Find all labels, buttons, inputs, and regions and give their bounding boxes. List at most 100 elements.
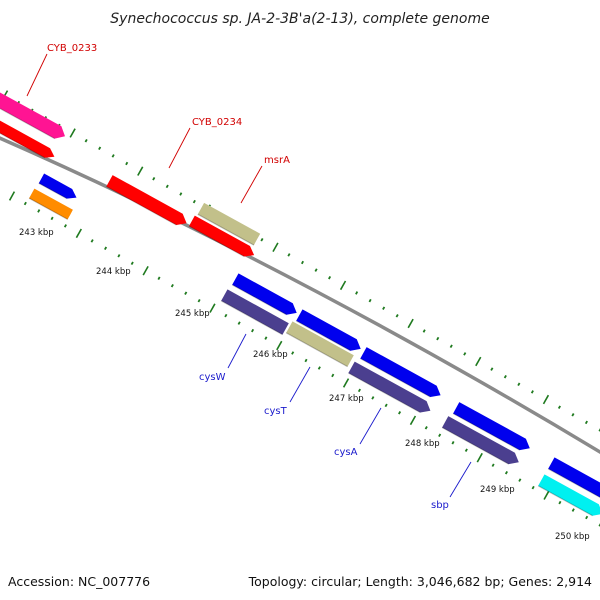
gene-cyst-body-body <box>286 321 354 367</box>
tick-marks <box>1 90 600 527</box>
outer-tick-minor <box>490 367 494 371</box>
gene-features <box>0 92 600 517</box>
outer-tick-minor <box>125 161 129 166</box>
outer-tick-minor <box>463 352 467 356</box>
inner-tick-minor <box>184 291 188 295</box>
gene-cyan-1[interactable] <box>537 474 600 517</box>
outer-tick-minor <box>422 329 426 333</box>
scale-label-243: 243 kbp <box>19 228 54 238</box>
scale-label-248: 248 kbp <box>405 439 440 449</box>
gene-cysa-body-shade <box>348 372 421 414</box>
inner-tick-major <box>142 266 149 276</box>
outer-tick-major <box>339 280 347 291</box>
scale-label-249: 249 kbp <box>480 485 515 495</box>
gene-cysw-body[interactable] <box>220 289 289 336</box>
gene-sbp-body-body <box>442 416 519 465</box>
inner-tick-minor <box>384 403 388 408</box>
inner-tick-minor <box>130 261 134 266</box>
inner-tick-major <box>342 378 350 388</box>
gene-sbp-body-shade <box>441 426 509 465</box>
gene-label-cyb-0234: CYB_0234 <box>192 117 242 128</box>
outer-tick-minor <box>314 268 318 272</box>
inner-tick-minor <box>491 463 495 467</box>
inner-tick-major <box>543 490 550 500</box>
gene-cyb-0234-shade <box>106 185 177 226</box>
gene-cyb-0234[interactable] <box>106 175 187 226</box>
gene-khaki-1-shade <box>197 213 255 246</box>
gene-cysa-body-body <box>348 361 431 413</box>
inner-tick-minor <box>504 470 508 475</box>
outer-tick-minor <box>84 138 88 143</box>
gene-label-cyb-0233: CYB_0233 <box>47 43 97 54</box>
gene-blue-4-body <box>360 347 441 397</box>
gene-label-cysa: cysA <box>334 447 358 458</box>
inner-tick-minor <box>317 366 321 370</box>
gene-sbp-body[interactable] <box>441 416 519 465</box>
outer-tick-minor <box>503 374 507 379</box>
gene-orange-1[interactable] <box>28 188 73 220</box>
inner-tick-major <box>476 452 483 463</box>
gene-red-1-shade <box>0 132 46 159</box>
outer-tick-major <box>272 242 279 252</box>
outer-tick-major <box>137 166 144 176</box>
inner-tick-minor <box>331 373 335 378</box>
inner-tick-minor <box>23 201 27 206</box>
gene-cyst-body[interactable] <box>285 321 354 368</box>
inner-tick-minor <box>170 283 174 288</box>
gene-cyb-0233[interactable] <box>0 92 65 140</box>
gene-msra-body <box>189 215 255 257</box>
gene-red-1[interactable] <box>0 116 55 159</box>
inner-tick-minor <box>531 485 535 490</box>
gene-cyb-0233-shade <box>0 107 55 140</box>
gene-label-cysw: cysW <box>199 372 226 383</box>
gene-blue-3-shade <box>295 320 351 352</box>
gene-cysw-body-shade <box>220 300 283 336</box>
outer-tick-minor <box>530 390 534 394</box>
gene-cyb-0234-body <box>106 175 187 225</box>
gene-cyb-0233-body <box>0 92 65 139</box>
inner-tick-major <box>209 303 216 313</box>
gene-blue-2[interactable] <box>231 273 297 316</box>
label-leaders <box>26 53 472 498</box>
inner-tick-minor <box>50 216 54 221</box>
outer-tick-minor <box>517 382 521 387</box>
gene-label-sbp: sbp <box>431 500 449 511</box>
gene-cysw-body-body <box>221 289 289 335</box>
inner-tick-major <box>75 228 82 239</box>
inner-tick-minor <box>571 508 575 512</box>
gene-blue-3-body <box>296 309 361 351</box>
genome-backbone <box>0 136 600 455</box>
outer-tick-major <box>542 394 550 405</box>
gene-blue-4-shade <box>360 357 431 398</box>
gene-blue-4[interactable] <box>360 347 441 398</box>
topology-text: Topology: circular; Length: 3,046,682 bp… <box>248 574 592 589</box>
gene-khaki-1[interactable] <box>197 202 261 246</box>
gene-blue-3[interactable] <box>295 309 361 352</box>
gene-msra-shade <box>188 225 245 258</box>
gene-msra[interactable] <box>188 215 255 258</box>
gene-blue-5-body <box>453 402 530 451</box>
outer-tick-minor <box>301 260 304 265</box>
inner-tick-minor <box>63 224 67 228</box>
inner-tick-minor <box>197 298 201 303</box>
inner-tick-minor <box>291 351 295 355</box>
outer-tick-minor <box>449 344 453 349</box>
inner-tick-minor <box>357 388 361 393</box>
gene-blue-1-shade <box>38 182 68 200</box>
gene-blue-1[interactable] <box>38 173 77 200</box>
inner-tick-minor <box>264 336 268 340</box>
outer-tick-minor <box>192 199 196 204</box>
gene-blue-6[interactable] <box>547 457 600 499</box>
outer-tick-minor <box>179 192 183 196</box>
inner-tick-major <box>276 340 283 351</box>
outer-tick-minor <box>165 184 169 189</box>
gene-red-1-body <box>0 120 55 158</box>
outer-tick-major <box>69 128 76 138</box>
scale-label-245: 245 kbp <box>175 309 210 319</box>
inner-tick-minor <box>224 313 228 318</box>
gene-label-cyst: cysT <box>264 406 288 417</box>
inner-tick-minor <box>304 358 308 363</box>
gene-blue-5[interactable] <box>452 402 530 451</box>
gene-cysa-body[interactable] <box>348 361 431 414</box>
